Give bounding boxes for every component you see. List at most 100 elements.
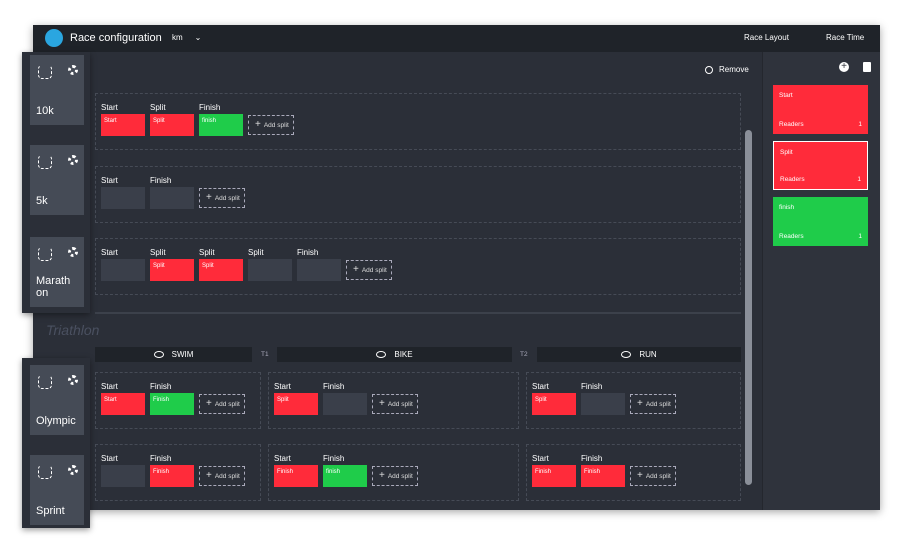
split-label: Start <box>274 454 291 463</box>
split-box[interactable]: finish <box>199 114 243 136</box>
separator <box>95 312 741 314</box>
race-name: Sprint <box>36 505 65 517</box>
split-box[interactable] <box>101 465 145 487</box>
reader-name: Split <box>780 149 793 156</box>
split-box[interactable] <box>581 393 625 415</box>
split-box-text: Finish <box>153 469 170 475</box>
split-box[interactable]: Finish <box>150 393 194 415</box>
menu-race-time[interactable]: Race Time <box>826 33 865 42</box>
add-split[interactable]: + Add split <box>248 115 294 135</box>
split-box[interactable]: Start <box>101 114 145 136</box>
menu-race-layout[interactable]: Race Layout <box>744 33 789 42</box>
split-label: Start <box>532 382 549 391</box>
add-split[interactable]: + Add split <box>199 394 245 414</box>
split-label: Split <box>199 248 215 257</box>
split-label: Finish <box>150 382 172 391</box>
race-tile[interactable]: 5k <box>30 145 84 215</box>
leg-name: RUN <box>639 350 657 359</box>
split-label: Finish <box>581 454 603 463</box>
leg-row <box>95 444 261 501</box>
race-name: 10k <box>36 105 54 117</box>
add-split[interactable]: + Add split <box>346 260 392 280</box>
plus: + <box>206 470 212 481</box>
gear-icon <box>68 65 78 75</box>
route-icon <box>38 65 52 79</box>
transition-label: T2 <box>520 351 528 358</box>
split-box[interactable] <box>297 259 341 281</box>
leg-row <box>95 372 261 429</box>
plus: + <box>379 398 385 409</box>
split-box-text: Start <box>104 118 117 124</box>
add-split[interactable]: + Add split <box>372 394 418 414</box>
race-tile[interactable]: Olympic <box>30 365 84 435</box>
split-box-text: Split <box>202 263 214 269</box>
split-box[interactable]: Split <box>274 393 318 415</box>
split-box-text: Split <box>153 263 165 269</box>
split-box[interactable] <box>323 393 367 415</box>
logo <box>45 29 63 47</box>
plus: + <box>637 398 643 409</box>
split-box[interactable] <box>101 187 145 209</box>
leg-row <box>268 444 519 501</box>
split-box[interactable] <box>248 259 292 281</box>
split-box[interactable]: Split <box>532 393 576 415</box>
split-box[interactable]: Split <box>150 259 194 281</box>
unit-select[interactable]: km ⌄ <box>172 33 201 42</box>
split-box[interactable]: finish <box>323 465 367 487</box>
split-box[interactable]: Finish <box>581 465 625 487</box>
plus: + <box>206 398 212 409</box>
plus: + <box>379 470 385 481</box>
race-tile[interactable]: 10k <box>30 55 84 125</box>
plus: + <box>206 192 212 203</box>
route-icon <box>38 375 52 389</box>
race-tile[interactable]: Marathon <box>30 237 84 307</box>
reader-card[interactable]: Split Readers 1 <box>773 141 868 190</box>
split-label: Finish <box>297 248 319 257</box>
add-split-label: Add split <box>361 267 387 274</box>
add-split-label: Add split <box>214 195 240 202</box>
split-box[interactable]: Split <box>199 259 243 281</box>
split-box[interactable] <box>101 259 145 281</box>
split-box[interactable]: Finish <box>274 465 318 487</box>
split-box[interactable]: Split <box>150 114 194 136</box>
race-row <box>95 166 741 223</box>
route-icon <box>38 155 52 169</box>
add-split[interactable]: + Add split <box>199 188 245 208</box>
reader-label: Readers <box>780 176 805 183</box>
split-label: Finish <box>150 176 172 185</box>
reader-card[interactable]: finish Readers 1 <box>773 197 868 246</box>
add-split[interactable]: + Add split <box>630 466 676 486</box>
delete-reader[interactable] <box>863 62 871 72</box>
add-split[interactable]: + Add split <box>372 466 418 486</box>
race-tile[interactable]: Sprint <box>30 455 84 525</box>
add-reader[interactable]: + <box>839 62 849 72</box>
split-box-text: Finish <box>584 469 601 475</box>
split-label: Finish <box>150 454 172 463</box>
add-split[interactable]: + Add split <box>630 394 676 414</box>
add-split[interactable]: + Add split <box>199 466 245 486</box>
unit: km <box>172 33 183 42</box>
remove-button[interactable]: Remove <box>705 65 749 74</box>
app-title: Race configuration <box>70 32 162 44</box>
split-label: Start <box>532 454 549 463</box>
race-name: Olympic <box>36 415 76 427</box>
leg-header: RUN <box>537 347 741 362</box>
split-box[interactable]: Start <box>101 393 145 415</box>
leg-name: SWIM <box>171 350 194 359</box>
reader-card[interactable]: Start Readers 1 <box>773 85 868 134</box>
leg-name: BIKE <box>394 350 413 359</box>
split-box[interactable]: Finish <box>532 465 576 487</box>
split-label: Start <box>101 103 118 112</box>
split-box[interactable]: Finish <box>150 465 194 487</box>
leg-row <box>526 372 741 429</box>
split-label: Split <box>248 248 264 257</box>
split-label: Start <box>101 382 118 391</box>
split-label: Finish <box>323 382 345 391</box>
race-name: Marathon <box>36 275 71 299</box>
split-box-text: Finish <box>535 469 552 475</box>
gear-icon <box>68 155 78 165</box>
split-box[interactable] <box>150 187 194 209</box>
leg-icon <box>621 351 632 359</box>
reader-label: Readers <box>779 233 804 240</box>
race-name: 5k <box>36 195 48 207</box>
